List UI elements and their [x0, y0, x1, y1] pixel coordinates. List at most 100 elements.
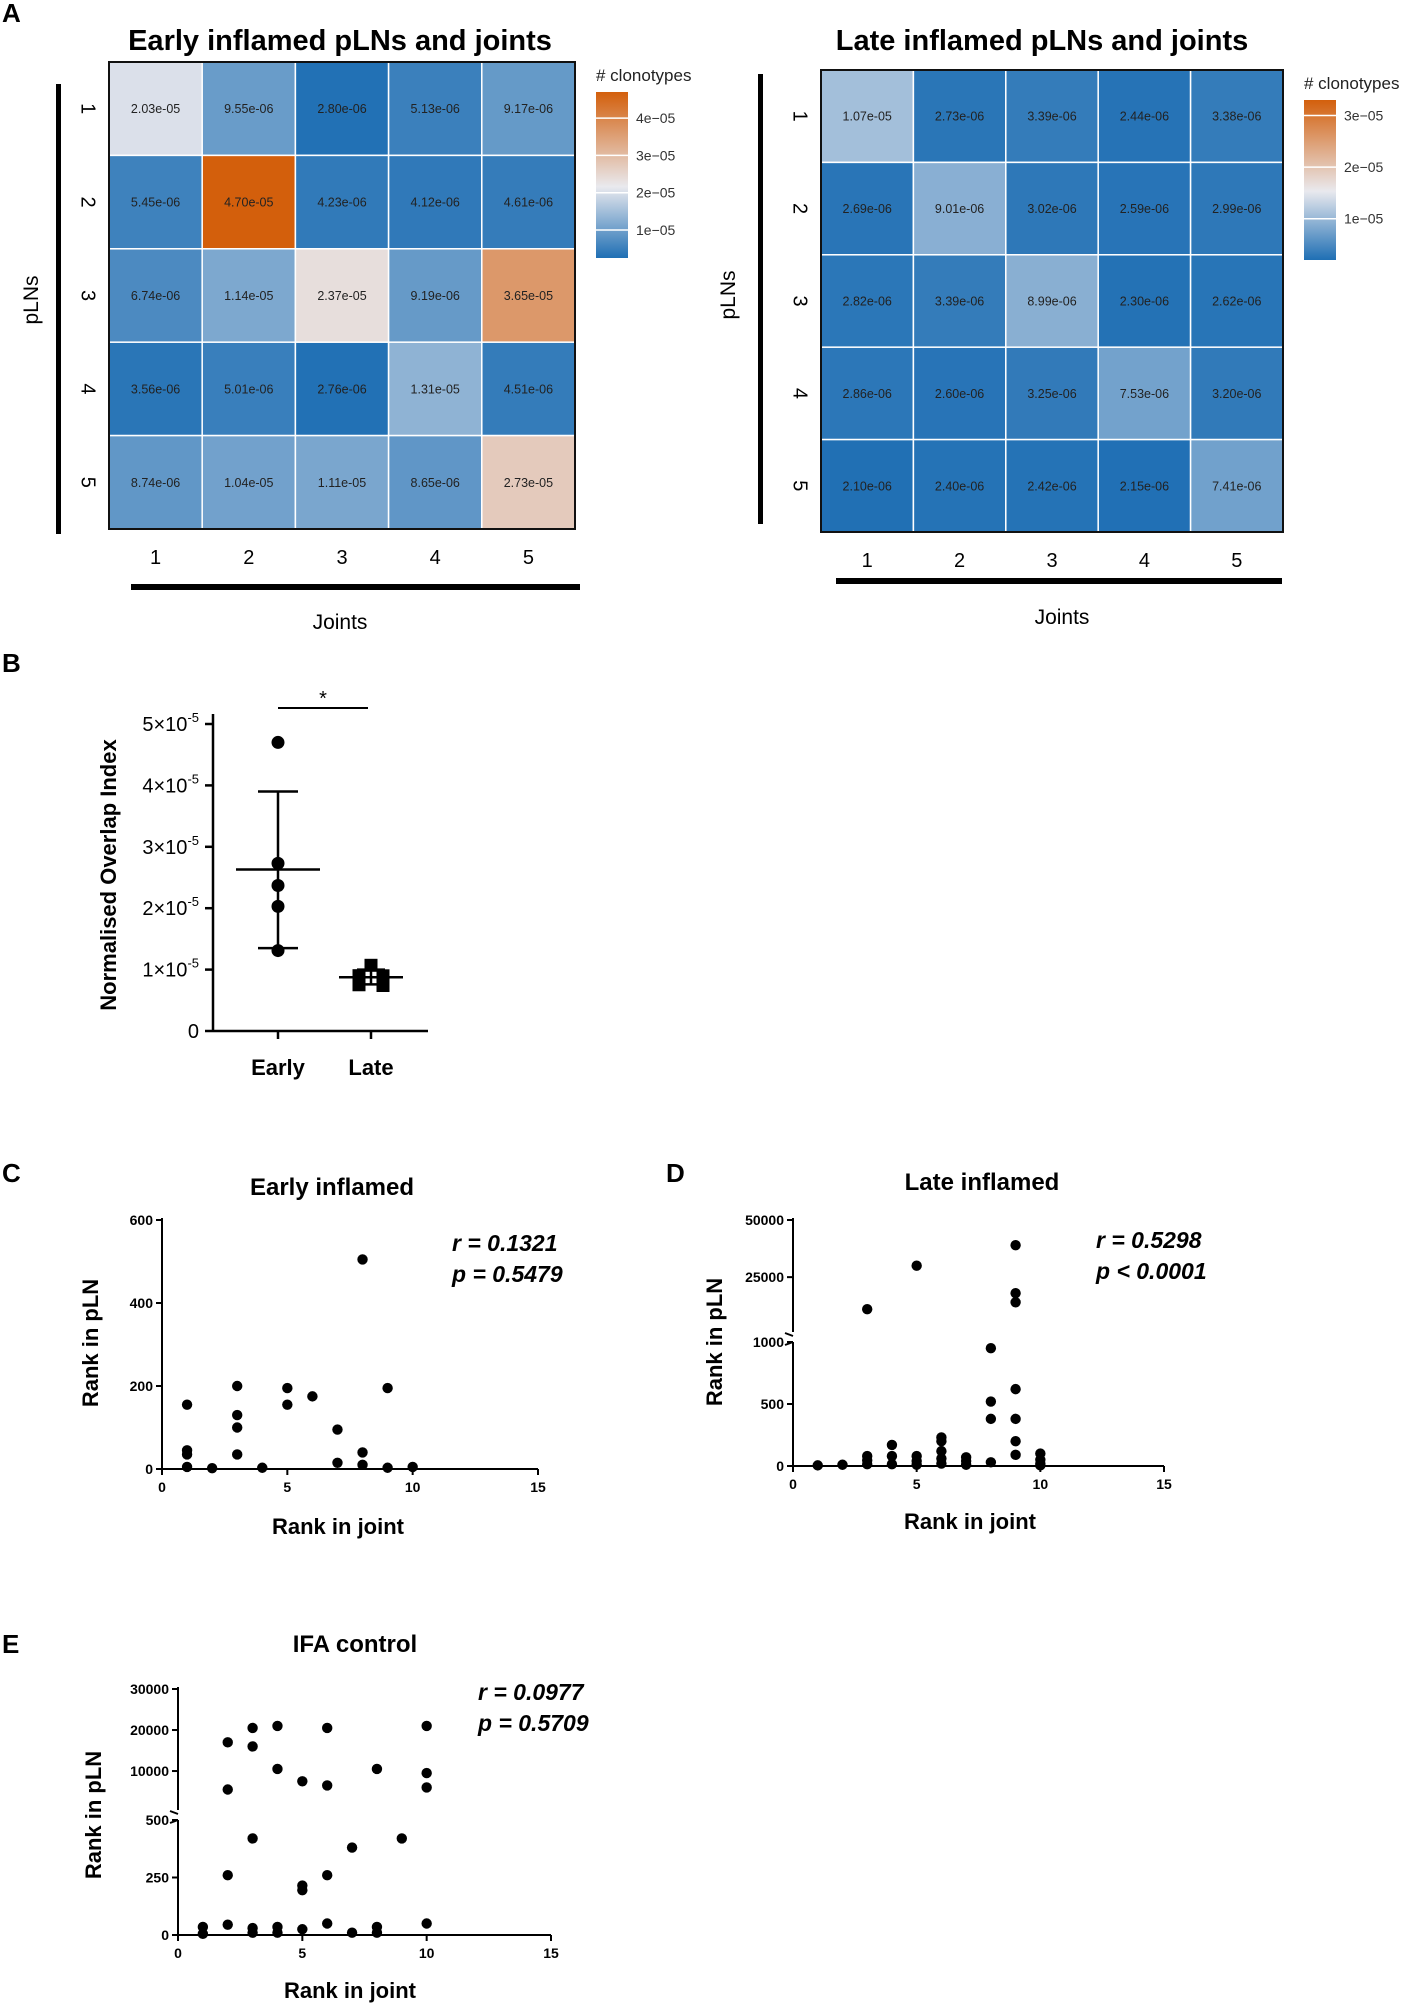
- E-y-tick-label: 250: [146, 1870, 170, 1886]
- heatmap-cell: [820, 254, 915, 348]
- C-r-value: r = 0.1321: [452, 1230, 558, 1256]
- D-point: [936, 1453, 947, 1464]
- C-xlabel: Rank in joint: [272, 1514, 405, 1539]
- heatmap-cell: [481, 434, 576, 530]
- E-point: [346, 1927, 358, 1938]
- heatmap-cell-label: 2.44e-06: [1120, 110, 1169, 124]
- overlap-point: [364, 958, 378, 972]
- overlap-y-tick-exponent: -5: [187, 894, 199, 909]
- D-point: [1010, 1287, 1021, 1299]
- heatmap-early-xlabel: Joints: [313, 611, 368, 634]
- legend-tick-label: 2e−05: [1344, 159, 1384, 175]
- C-point: [282, 1382, 293, 1394]
- D-point: [1010, 1436, 1021, 1447]
- C-point: [257, 1462, 268, 1473]
- overlap-x-ticks: Early Late: [251, 1031, 394, 1080]
- heatmap-cell-label: 7.53e-06: [1120, 387, 1169, 401]
- heatmap-cell-label: 1.04e-05: [224, 476, 273, 490]
- C-point: [357, 1447, 368, 1458]
- E-y-tick-label: 500: [146, 1812, 170, 1828]
- overlap-y-tick-exponent: -5: [187, 833, 199, 848]
- heatmap-cell-label: 2.73e-06: [935, 110, 984, 124]
- heatmap-cell-label: 3.65e-05: [504, 289, 553, 303]
- heatmap-cell: [481, 154, 576, 250]
- E-point: [197, 1921, 209, 1933]
- overlap-y-tick-mantissa: 0: [188, 1021, 199, 1043]
- D-axis-break: [784, 1332, 794, 1337]
- D-p-value: p < 0.0001: [1095, 1258, 1207, 1284]
- D-point: [985, 1396, 997, 1407]
- heatmap-late: Late inflamed pLNs and joints 1.07e-05 2.…: [717, 25, 1399, 629]
- heatmap-row-label: 5: [789, 480, 811, 491]
- heatmap-late-col-labels: 1 2 3 4 5: [862, 550, 1243, 572]
- overlap-y-tick-mantissa: 1×10: [142, 960, 187, 982]
- C-y-tick-label: 200: [130, 1378, 154, 1394]
- overlap-point: [271, 878, 285, 892]
- heatmap-col-label: 4: [430, 547, 441, 569]
- heatmap-cell-label: 7.41e-06: [1212, 479, 1261, 493]
- heatmap-cell-label: 2.62e-06: [1212, 295, 1261, 309]
- heatmap-early-col-bar: [131, 584, 580, 590]
- overlap-index-plot: 01×10-52×10-53×10-54×10-55×10-5 Early Lat…: [96, 688, 428, 1080]
- heatmap-early: Early inflamed pLNs and joints 2.03e-05 9…: [20, 25, 691, 634]
- heatmap-col-label: 3: [1046, 550, 1057, 572]
- E-x-tick-label: 10: [419, 1945, 435, 1961]
- heatmap-cell: [387, 248, 483, 343]
- heatmap-cell-label: 6.74e-06: [131, 289, 180, 303]
- heatmap-cell-label: 3.25e-06: [1027, 387, 1076, 401]
- D-point: [936, 1445, 947, 1457]
- C-point: [382, 1462, 393, 1473]
- heatmap-cell: [201, 248, 297, 343]
- overlap-point: [376, 979, 390, 993]
- heatmap-early-legend-ticks: 1e−05 2e−05 3e−05 4e−05: [596, 110, 676, 238]
- E-point: [222, 1784, 233, 1795]
- C-y-tick-label: 400: [130, 1295, 154, 1311]
- heatmap-late-colorbar: [1304, 100, 1336, 260]
- D-y-tick-label: 1000: [753, 1334, 784, 1350]
- heatmap-cell: [1005, 254, 1099, 348]
- C-point: [232, 1409, 243, 1421]
- overlap-marks: [236, 735, 403, 993]
- panel-label-b: B: [2, 648, 21, 678]
- overlap-y-tick-exponent: -5: [187, 771, 199, 786]
- heatmap-cell-label: 3.39e-06: [935, 295, 984, 309]
- E-point: [346, 1842, 358, 1853]
- overlap-y-tick-mantissa: 5×10: [142, 714, 187, 736]
- heatmap-col-label: 1: [862, 550, 873, 572]
- heatmap-col-label: 1: [150, 547, 161, 569]
- D-point: [1010, 1239, 1021, 1251]
- E-y-tick-label: 10000: [130, 1763, 169, 1779]
- overlap-y-tick-label: 5×10-5: [142, 710, 199, 736]
- D-point: [886, 1450, 898, 1462]
- heatmap-col-label: 5: [523, 547, 534, 569]
- overlap-y-tick-label: 4×10-5: [142, 771, 199, 797]
- E-p-value: p = 0.5709: [477, 1710, 589, 1736]
- D-point: [936, 1432, 947, 1443]
- heatmap-cell-label: 2.82e-06: [843, 295, 892, 309]
- heatmap-early-title: Early inflamed pLNs and joints: [128, 25, 552, 57]
- C-point: [357, 1254, 368, 1265]
- heatmap-early-cells: 2.03e-05 9.55e-06 2.80e-06 5.13e-06 9.17e-06…: [108, 61, 576, 530]
- D-point: [1035, 1448, 1046, 1459]
- scatter-ifa: IFA control 0 5 10 15 0 250 500 10000 20000 30000 R…: [81, 1631, 589, 2003]
- heatmap-cell-label: 2.03e-05: [131, 102, 180, 116]
- heatmap-row-label: 1: [789, 111, 811, 122]
- heatmap-cell-label: 2.73e-05: [504, 476, 553, 490]
- heatmap-late-row-labels: 1 2 3 4 5: [789, 111, 811, 492]
- E-point: [322, 1722, 333, 1734]
- C-x-tick-label: 5: [283, 1479, 291, 1495]
- overlap-point: [271, 856, 285, 870]
- heatmap-cell: [912, 69, 1007, 164]
- overlap-y-tick-exponent: -5: [187, 710, 199, 725]
- E-xlabel: Rank in joint: [284, 1978, 417, 2003]
- D-point: [985, 1457, 997, 1468]
- D-r-value: r = 0.5298: [1096, 1227, 1202, 1253]
- overlap-y-ticks: 01×10-52×10-53×10-54×10-55×10-5: [142, 710, 213, 1043]
- heatmap-col-label: 5: [1231, 550, 1242, 572]
- heatmap-cell-label: 8.74e-06: [131, 476, 180, 490]
- E-x-tick-label: 15: [543, 1945, 559, 1961]
- panel-label-c: C: [2, 1158, 21, 1188]
- heatmap-late-cells: 1.07e-05 2.73e-06 3.39e-06 2.44e-06 3.38e-06…: [820, 69, 1284, 533]
- heatmap-late-ylabel: pLNs: [717, 270, 740, 319]
